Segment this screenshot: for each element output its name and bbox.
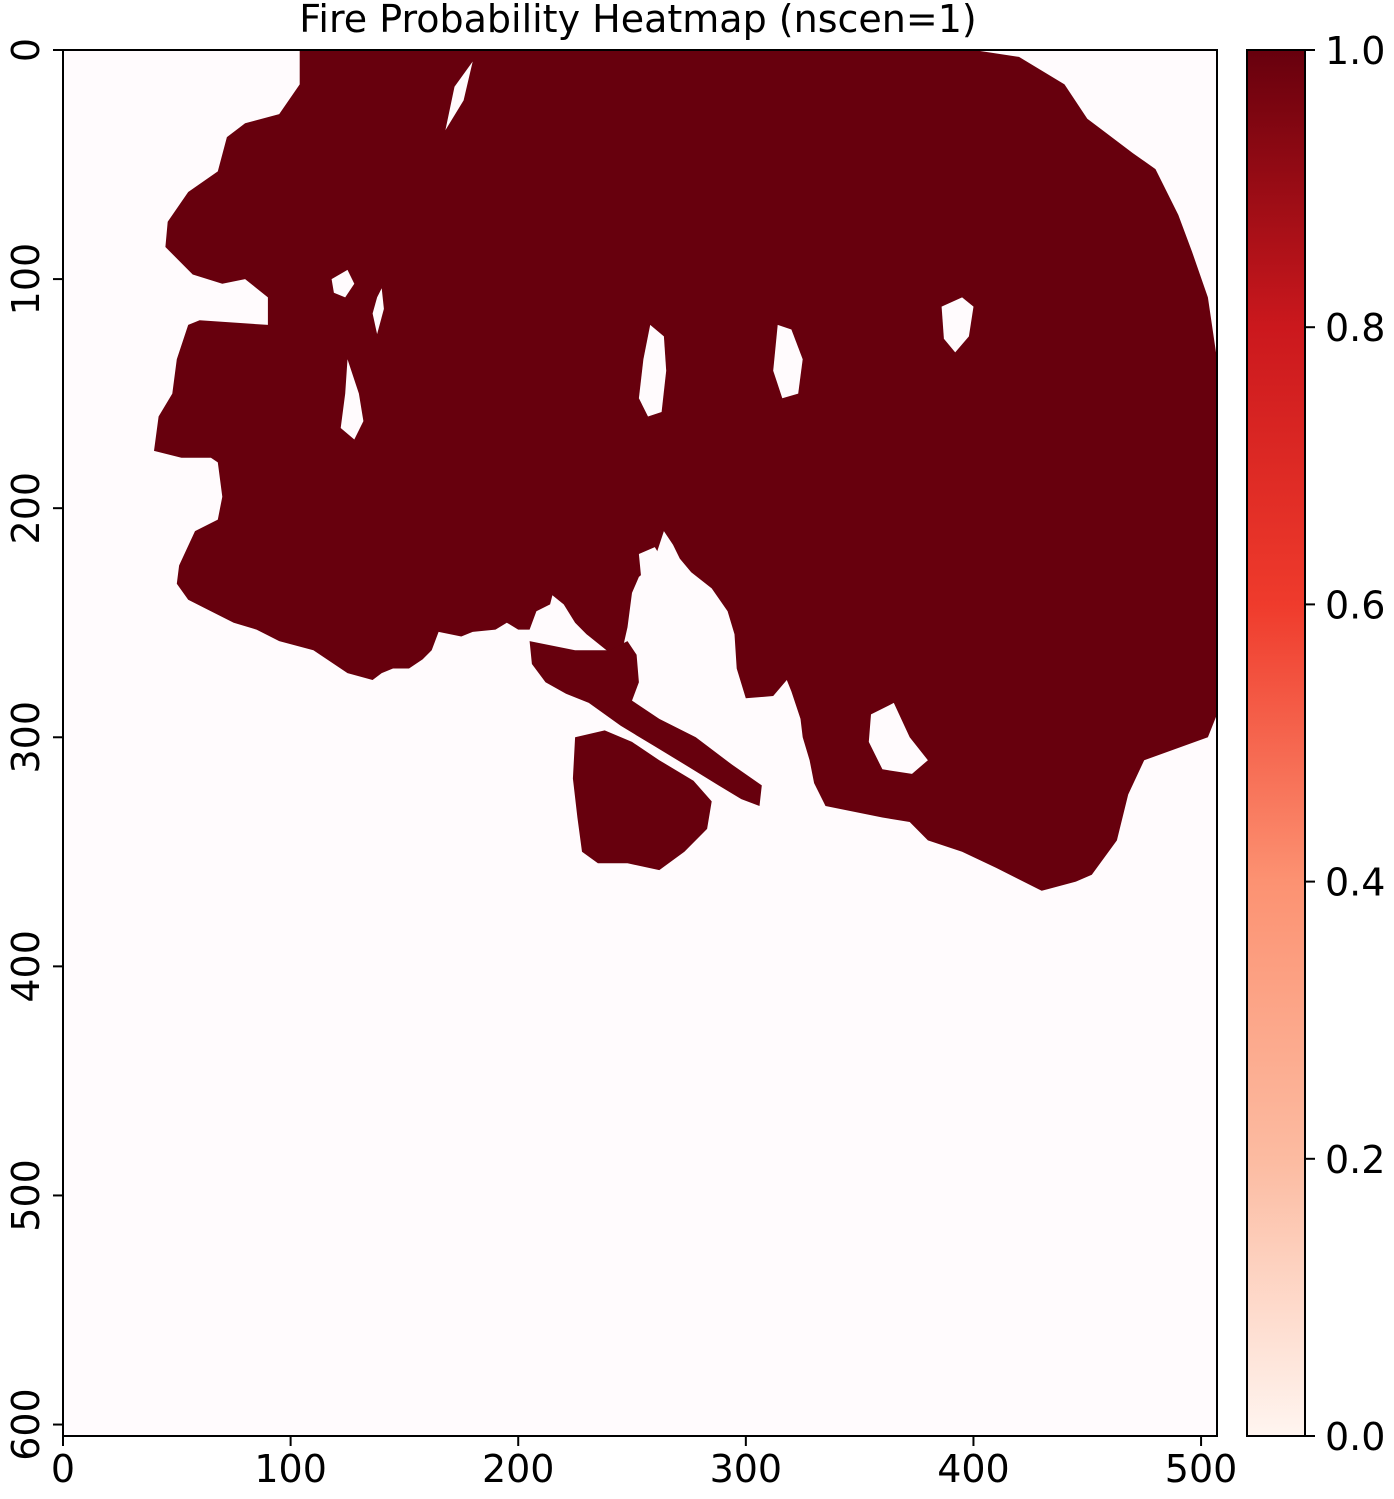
y-tick-label: 300 [4,701,48,774]
x-tick-label: 300 [710,1447,783,1491]
colorbar-tick-label: 0.0 [1325,1415,1385,1459]
unburned-patch-5 [638,324,667,417]
y-tick-label: 200 [4,472,48,545]
colorbar-gradient [1246,49,1306,1437]
unburned-patch-6 [773,324,803,399]
burned-area-main [154,50,1217,891]
colorbar-tick-label: 0.4 [1325,861,1385,905]
y-tick-label: 400 [4,930,48,1003]
y-axis: 0 100 200 300 400 500 600 [4,38,63,1461]
unburned-patch-8 [868,702,928,774]
heatmap-plot [63,50,1217,1436]
x-tick-label: 100 [254,1447,327,1491]
unburned-patch-3 [372,288,384,335]
burned-area-island-2 [572,730,712,871]
x-axis: 0 100 200 300 400 500 [51,1436,1237,1491]
unburned-patch-7 [941,297,974,353]
plot-frame [62,49,1218,1437]
y-tick-label: 0 [4,38,48,62]
x-tick-label: 0 [51,1447,75,1491]
colorbar-tick-label: 1.0 [1325,29,1385,73]
chart-title: Fire Probability Heatmap (nscen=1) [299,0,976,41]
unburned-patch-1 [445,61,473,131]
colorbar-tick-label: 0.8 [1325,306,1385,350]
y-tick-label: 100 [4,243,48,316]
unburned-patch-2 [331,269,355,298]
burned-area-island-1 [529,641,762,806]
y-tick-label: 500 [4,1159,48,1232]
colorbar: 0.0 0.2 0.4 0.6 0.8 1.0 [1246,29,1385,1459]
unburned-patch-4 [340,359,364,440]
y-tick-label: 600 [4,1388,48,1461]
x-tick-label: 500 [1165,1447,1238,1491]
x-tick-label: 400 [937,1447,1010,1491]
x-tick-label: 200 [482,1447,555,1491]
unburned-patch-9 [638,547,667,589]
colorbar-tick-label: 0.6 [1325,583,1385,627]
colorbar-tick-label: 0.2 [1325,1138,1385,1182]
